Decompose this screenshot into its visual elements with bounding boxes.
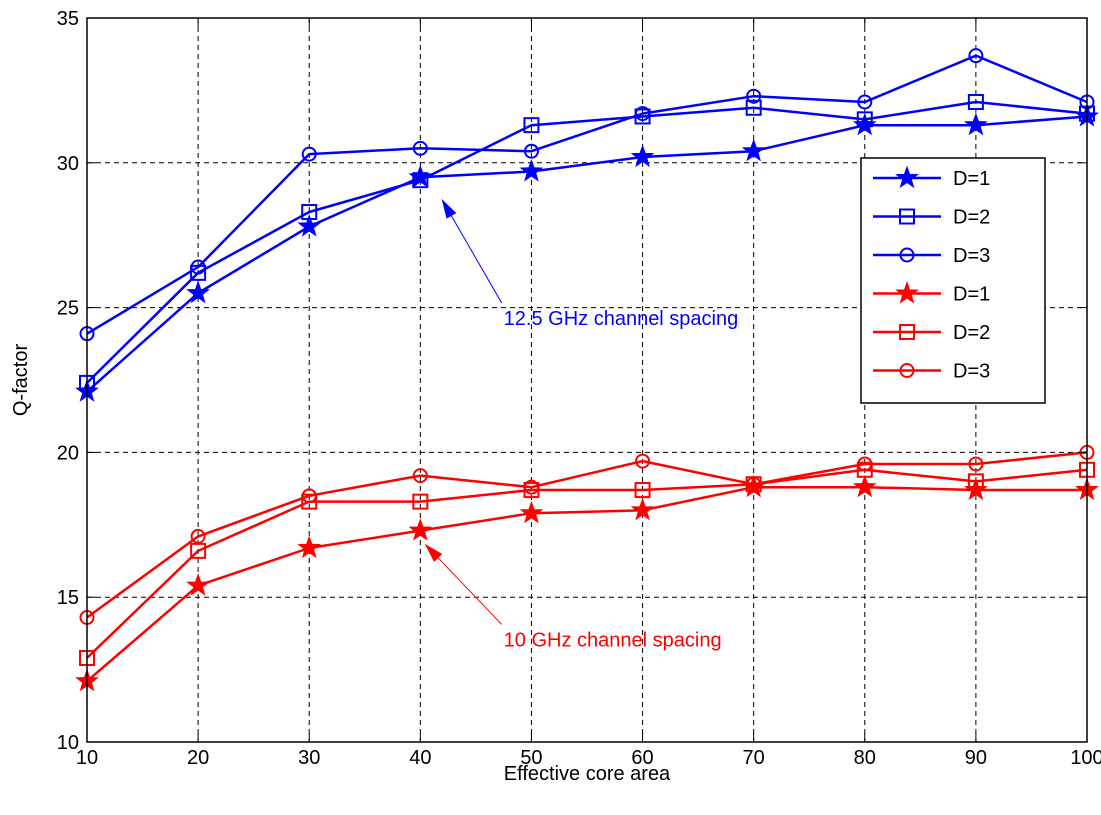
data-point bbox=[408, 518, 433, 541]
data-point bbox=[746, 476, 762, 492]
data-point bbox=[190, 528, 206, 544]
x-tick-label: 30 bbox=[298, 747, 320, 769]
x-tick-label: 90 bbox=[965, 747, 987, 769]
annotation-arrowhead bbox=[424, 543, 443, 562]
y-tick-label: 10 bbox=[57, 732, 79, 754]
x-tick-label: 80 bbox=[854, 747, 876, 769]
legend-label: D=2 bbox=[953, 207, 990, 229]
data-point bbox=[523, 117, 540, 134]
annotation: 12.5 GHz channel spacing bbox=[441, 198, 739, 330]
legend-entry: D=2 bbox=[873, 322, 990, 344]
data-point bbox=[630, 497, 655, 521]
annotation-arrow-line bbox=[442, 200, 503, 304]
series-red-circle bbox=[79, 444, 1095, 625]
series-layer bbox=[75, 48, 1099, 692]
data-point bbox=[412, 172, 429, 189]
annotation-text: 10 GHz channel spacing bbox=[504, 629, 722, 651]
legend-marker bbox=[895, 280, 919, 304]
legend-marker bbox=[899, 208, 915, 225]
ticks: 10 20 30 40 50 60 70 80 90 100 10 15 20 25 30 35 bbox=[57, 8, 1101, 769]
x-tick-label: 50 bbox=[520, 747, 542, 769]
legend-entry: D=1 bbox=[873, 165, 990, 190]
data-point bbox=[523, 479, 539, 495]
legend-entry: D=3 bbox=[873, 361, 990, 383]
x-tick-label: 70 bbox=[743, 747, 765, 769]
data-point bbox=[963, 112, 988, 136]
x-tick-label: 10 bbox=[76, 747, 98, 769]
x-tick-label: 60 bbox=[631, 747, 653, 769]
y-tick-label: 25 bbox=[57, 298, 79, 320]
series-line bbox=[86, 100, 1088, 384]
data-point bbox=[967, 93, 984, 110]
data-point bbox=[741, 138, 766, 162]
y-axis-label: Q-factor bbox=[10, 344, 32, 417]
x-axis-label: Effective core area bbox=[504, 763, 671, 785]
legend-marker bbox=[895, 165, 919, 189]
data-point bbox=[412, 493, 429, 510]
y-tick-label: 15 bbox=[57, 587, 79, 609]
legend: D=1 D=2 D=3 D=1 D=2 D=3 bbox=[860, 157, 1046, 404]
data-point bbox=[968, 48, 984, 64]
data-point bbox=[746, 88, 762, 104]
legend-box bbox=[860, 157, 1046, 404]
data-point bbox=[967, 473, 984, 490]
legend-entry: D=1 bbox=[873, 280, 990, 306]
y-tick-label: 30 bbox=[57, 153, 79, 175]
data-point bbox=[186, 280, 211, 304]
annotation: 10 GHz channel spacing bbox=[424, 543, 722, 651]
legend-label: D=2 bbox=[953, 322, 990, 344]
legend-label: D=3 bbox=[953, 361, 990, 383]
y-tick-label: 20 bbox=[57, 442, 79, 464]
data-point bbox=[635, 106, 651, 122]
legend-entry: D=3 bbox=[873, 245, 990, 267]
plot-frame bbox=[86, 17, 1088, 743]
annotation-arrowhead bbox=[441, 198, 457, 219]
series-line bbox=[86, 54, 1088, 335]
data-point bbox=[523, 143, 539, 159]
legend-label: D=1 bbox=[953, 284, 990, 306]
y-tick-label: 35 bbox=[57, 8, 79, 30]
annotations: 12.5 GHz channel spacing 10 GHz channel s… bbox=[424, 198, 739, 651]
legend-entry: D=2 bbox=[873, 207, 990, 229]
legend-marker bbox=[899, 324, 915, 340]
data-point bbox=[852, 474, 877, 498]
data-point bbox=[857, 456, 873, 472]
data-point bbox=[301, 204, 318, 221]
data-point bbox=[301, 146, 317, 162]
series-line bbox=[86, 468, 1088, 659]
series-line bbox=[86, 451, 1088, 619]
series-line bbox=[86, 115, 1088, 393]
data-point bbox=[190, 259, 206, 275]
x-tick-label: 20 bbox=[187, 747, 209, 769]
data-point bbox=[412, 140, 428, 156]
series-line bbox=[86, 485, 1087, 683]
data-point bbox=[186, 573, 211, 596]
legend-marker bbox=[899, 247, 915, 263]
data-point bbox=[297, 535, 322, 559]
data-point bbox=[634, 482, 651, 499]
data-point bbox=[857, 94, 873, 110]
data-point bbox=[630, 144, 655, 168]
data-point bbox=[523, 482, 540, 499]
data-point bbox=[412, 468, 428, 484]
data-point bbox=[519, 159, 544, 182]
data-point bbox=[856, 111, 873, 128]
x-tick-label: 100 bbox=[1070, 747, 1101, 769]
data-point bbox=[301, 488, 317, 504]
data-point bbox=[968, 456, 984, 472]
data-point bbox=[745, 99, 762, 116]
annotation-arrow-line bbox=[425, 544, 503, 625]
x-tick-label: 40 bbox=[409, 747, 431, 769]
legend-label: D=3 bbox=[953, 245, 990, 267]
data-point bbox=[635, 453, 651, 469]
data-point bbox=[519, 500, 544, 524]
legend-marker bbox=[899, 363, 915, 378]
legend-label: D=1 bbox=[953, 168, 990, 190]
data-point bbox=[297, 214, 322, 237]
annotation-text: 12.5 GHz channel spacing bbox=[504, 308, 739, 330]
